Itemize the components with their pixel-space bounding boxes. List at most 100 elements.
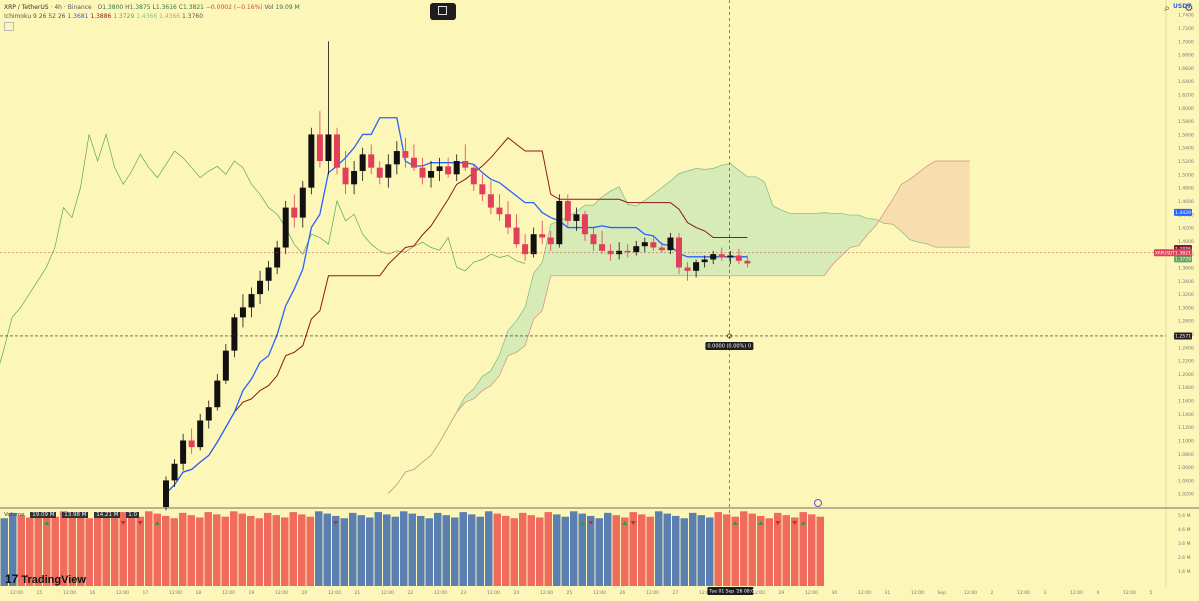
candle [718, 247, 725, 261]
cloud-segment [841, 213, 850, 256]
candle [710, 250, 717, 265]
candle [231, 314, 238, 358]
cloud-segment [473, 376, 483, 399]
candle [735, 248, 742, 265]
x-tick-label: 12:00 [1017, 590, 1030, 596]
search-icon[interactable]: ⌕ [1164, 3, 1170, 14]
candle-body [325, 134, 332, 162]
candle-body [616, 250, 623, 255]
y-tick-label: 1.6600 [1178, 66, 1194, 72]
layout-toggle-button[interactable] [430, 3, 456, 20]
span-b-line [388, 160, 970, 494]
sell-signal-icon [792, 521, 798, 525]
volume-bar [765, 518, 773, 586]
volume-legend[interactable]: Volume 19.09 M 13.98 M 14.21 M 1.0 [4, 512, 139, 518]
candle-body [188, 440, 195, 448]
volume-bar [697, 515, 705, 586]
volume-bar [731, 516, 739, 586]
candle [188, 428, 195, 454]
candle-body [633, 246, 640, 253]
tradingview-logo[interactable]: 17 TradingView [5, 572, 86, 586]
volume-bar [94, 512, 102, 586]
candle [163, 476, 169, 511]
price-tag-box [1174, 249, 1192, 257]
y-tick-label: 1.6800 [1178, 53, 1194, 59]
candle [564, 194, 571, 228]
volume-bar [383, 514, 391, 586]
candle [522, 234, 529, 261]
x-tick-label: 12:00 [222, 590, 235, 596]
cloud-segment [542, 224, 551, 311]
candle-body [641, 242, 648, 247]
candle-body [248, 294, 255, 308]
volume-bar [119, 512, 127, 586]
volume-bar [672, 515, 680, 586]
volume-bar [502, 515, 510, 586]
candle-body [376, 167, 383, 178]
volume-value: 19.09 M [30, 512, 57, 518]
candle [445, 157, 452, 178]
volume-bar [213, 514, 221, 586]
candle [428, 161, 435, 188]
candle-body [735, 255, 742, 261]
price-tag-text: 1.4429 [1175, 210, 1191, 216]
cloud-segment [465, 388, 474, 403]
volume-bar [680, 518, 688, 586]
candle-body [282, 207, 289, 248]
volume-bar [221, 516, 229, 586]
symbol-legend[interactable]: XRP / TetherUS · 4h · Binance O1.3800 H1… [4, 4, 300, 11]
cursor-time-text: Tue 01 Sep '26 08:00 [708, 589, 757, 595]
cloud-segment [764, 181, 774, 276]
volume-bar [604, 512, 612, 586]
candle [376, 161, 383, 185]
candle [487, 180, 494, 215]
candle [342, 151, 349, 195]
volume-bar [162, 515, 170, 586]
cloud-segment [713, 165, 722, 276]
y-tick-label: 1.2400 [1178, 345, 1194, 351]
time-axis [0, 587, 1199, 601]
ohlc-high: 1.3875 [129, 4, 151, 11]
candle-body [419, 167, 426, 178]
candle-body [205, 407, 212, 421]
price-tag-text: 1.3729 [1175, 257, 1191, 263]
x-tick-label: 16 [90, 590, 96, 596]
candle [650, 237, 657, 251]
gear-icon[interactable]: ⚙ [1184, 3, 1194, 14]
price-tag-current: 1.3821 [1174, 249, 1192, 257]
volume-bar [332, 515, 340, 586]
candle [316, 111, 323, 168]
candle-body [556, 200, 563, 245]
buy-signal-icon [579, 521, 585, 525]
currency-selector[interactable]: USDT [1173, 3, 1192, 10]
candle [573, 207, 580, 231]
volume-bar [570, 511, 578, 586]
indicator-value-4: 1.4366 [136, 13, 158, 20]
candle [214, 373, 221, 411]
x-tick-label: 31 [885, 590, 891, 596]
cloud-segment [653, 187, 662, 276]
candle [727, 250, 734, 265]
indicator-legend[interactable]: Ichimoku 9 26 52 26 1.3681 1.3886 1.3729… [4, 13, 203, 20]
volume-bar [493, 513, 501, 586]
buy-signal-icon [622, 521, 628, 525]
x-tick-label: 30 [832, 590, 838, 596]
volume-tick-label: 5.6 M [1178, 513, 1191, 519]
y-tick-label: 1.2200 [1178, 359, 1194, 365]
candle-body [479, 184, 486, 195]
x-tick-label: 12:00 [699, 590, 712, 596]
volume-bar [748, 513, 756, 586]
candle [658, 242, 665, 253]
volume-extra-2: 14.21 M [94, 512, 121, 518]
collapse-legend-icon[interactable] [4, 22, 14, 31]
x-tick-label: 26 [620, 590, 626, 596]
candle-body [445, 166, 452, 175]
volume-bar [264, 512, 272, 586]
candle-body [291, 207, 298, 218]
candle [590, 227, 597, 251]
volume-bar [85, 518, 93, 586]
y-tick-label: 1.7400 [1178, 13, 1194, 19]
volume-bar [17, 515, 25, 586]
candle-body [581, 214, 588, 235]
